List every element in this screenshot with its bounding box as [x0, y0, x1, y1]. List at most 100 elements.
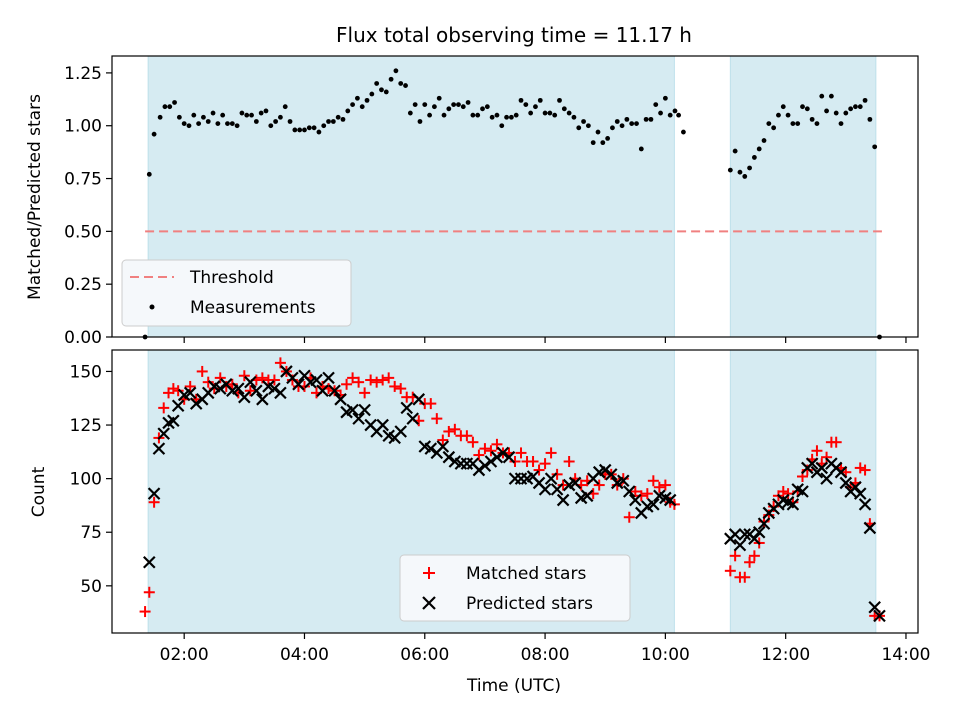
- y-tick-label: 50: [80, 577, 102, 597]
- predicted-star-point: [334, 393, 347, 406]
- predicted-star-point: [213, 382, 227, 395]
- y-tick-label: 150: [70, 362, 102, 382]
- measurement-point: [610, 125, 615, 131]
- predicted-star-point: [748, 532, 761, 545]
- measurement-point: [146, 171, 152, 177]
- matched-star-point: [533, 464, 545, 476]
- matched-star-point: [202, 376, 214, 388]
- measurement-point: [571, 114, 577, 120]
- measurement-point: [561, 106, 567, 112]
- measurement-point: [643, 116, 649, 122]
- matched-star-point: [545, 447, 557, 459]
- measurement-point: [407, 110, 413, 116]
- measurement-point: [220, 112, 226, 118]
- measurement-point: [771, 125, 777, 131]
- x-tick-label: 04:00: [280, 645, 329, 665]
- predicted-star-point: [436, 440, 450, 453]
- predicted-star-point: [538, 483, 552, 496]
- predicted-star-point: [873, 609, 886, 623]
- measurement-point: [790, 121, 796, 127]
- predicted-star-point: [863, 521, 877, 535]
- predicted-star-point: [752, 525, 766, 539]
- measurement-point: [600, 140, 606, 146]
- chart-title: Flux total observing time = 11.17 h: [336, 23, 692, 47]
- measurement-point: [205, 119, 211, 124]
- bottom-axes-frame: [111, 349, 919, 634]
- measurement-point: [833, 110, 839, 116]
- predicted-star-point: [815, 461, 829, 475]
- measurement-point: [742, 174, 748, 179]
- measurement-point: [819, 93, 825, 99]
- measurement-point: [867, 116, 873, 122]
- predicted-star-point: [550, 483, 564, 496]
- bottom-panel: 50 75 100 125 150 02:00 04:00 06:00 08:00 10:00 1…: [29, 349, 930, 696]
- x-tick-label: 14:00: [881, 645, 930, 665]
- predicted-star-point: [757, 517, 771, 530]
- predicted-star-point: [376, 418, 389, 432]
- predicted-star-point: [406, 412, 420, 425]
- y-tick-label: 0.75: [64, 170, 102, 190]
- measurement-point: [167, 104, 173, 110]
- matched-star-point: [647, 475, 659, 487]
- predicted-star-point: [728, 528, 742, 541]
- measurement-point: [619, 123, 625, 129]
- measurement-point: [489, 114, 495, 120]
- matched-star-point: [395, 383, 407, 395]
- matched-star-point: [782, 488, 794, 500]
- matched-star-point: [551, 468, 563, 480]
- measurement-point: [828, 93, 834, 99]
- measurement-point: [186, 123, 192, 129]
- measurement-point: [766, 121, 772, 127]
- measurement-point: [244, 112, 250, 118]
- predicted-star-point: [733, 538, 747, 552]
- predicted-star-point: [805, 457, 819, 470]
- legend-matched-swatch: [423, 567, 435, 579]
- predicted-star-point: [868, 600, 881, 614]
- measurement-point: [417, 119, 423, 124]
- predicted-star-point: [171, 399, 185, 413]
- predicted-star-point: [663, 493, 677, 507]
- top-y-axis-label: Matched/Predicted stars: [25, 94, 45, 300]
- measurement-point: [234, 123, 240, 129]
- measurement-point: [747, 165, 752, 171]
- predicted-star-point: [352, 412, 365, 425]
- measurement-point: [585, 123, 591, 129]
- measurement-point: [653, 102, 659, 107]
- measurement-point: [804, 106, 810, 112]
- measurement-point: [229, 121, 235, 127]
- matched-star-point: [641, 488, 653, 500]
- measurement-point: [809, 116, 815, 122]
- bottom-legend: Matched stars Predicted stars: [399, 554, 631, 622]
- predicted-star-point: [858, 498, 872, 511]
- matched-star-point: [377, 374, 389, 386]
- measurement-point: [359, 104, 365, 110]
- predicted-star-point: [853, 487, 867, 500]
- predicted-star-point: [623, 485, 636, 498]
- top-y-ticks: 0.00 0.25 0.50 0.75 1.00 1.25: [64, 64, 112, 348]
- predicted-star-point: [478, 459, 492, 473]
- measurement-point: [374, 81, 380, 86]
- top-legend: Threshold Measurements: [121, 259, 352, 327]
- measurement-point: [330, 119, 336, 124]
- predicted-star-point: [544, 472, 558, 485]
- measurement-point: [848, 106, 854, 112]
- predicted-star-point: [839, 476, 853, 490]
- matched-star-point: [859, 464, 871, 476]
- measurement-point: [475, 112, 481, 118]
- matched-star-point: [623, 511, 635, 523]
- measurement-point: [853, 104, 858, 110]
- measurement-point: [398, 81, 404, 86]
- matched-star-point: [158, 402, 170, 414]
- predicted-star-point: [328, 384, 341, 398]
- predicted-star-point: [244, 375, 257, 389]
- matched-star-point: [341, 378, 353, 390]
- measurement-point: [634, 121, 639, 127]
- predicted-star-point: [358, 403, 371, 417]
- matched-star-point: [777, 486, 789, 497]
- predicted-star-point: [274, 386, 287, 400]
- measurement-point: [537, 97, 543, 103]
- top-panel: 0.00 0.25 0.50 0.75 1.00 1.25 Matched/Predict…: [25, 55, 919, 348]
- measurement-point: [624, 116, 630, 122]
- measurement-point: [629, 121, 635, 127]
